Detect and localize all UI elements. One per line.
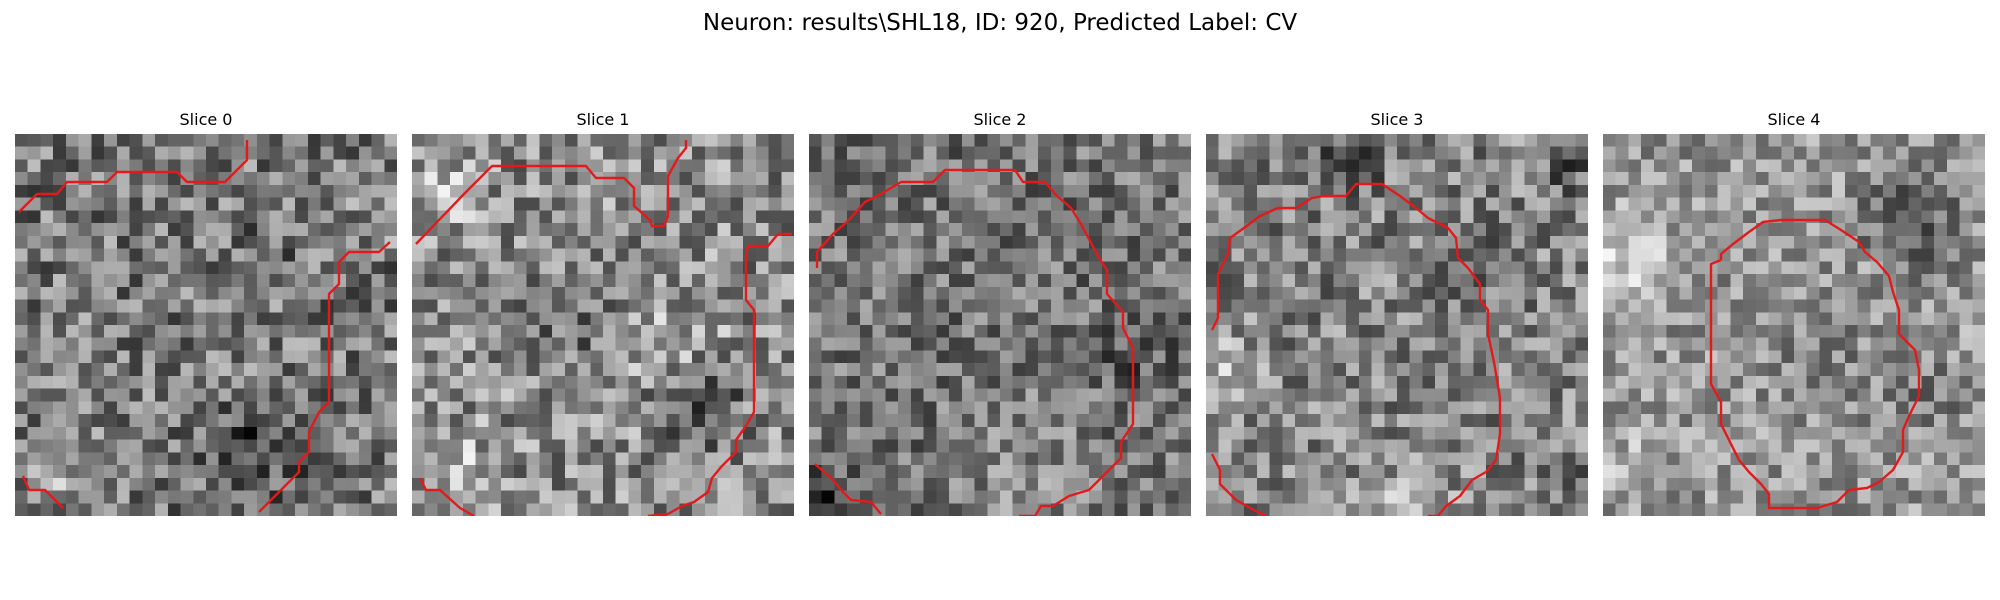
contour-line (1210, 453, 1267, 516)
contour-line (647, 232, 792, 516)
slice-contour-overlay (415, 140, 792, 516)
contour-line (815, 168, 1135, 516)
slice-image (15, 134, 397, 516)
slice-image (1206, 134, 1588, 516)
contour-line (418, 477, 475, 516)
contour-line (21, 475, 64, 509)
slice-panel-4: Slice 4 (1603, 108, 1985, 518)
slice-grayscale-image (1206, 134, 1588, 516)
slice-title: Slice 3 (1370, 110, 1424, 129)
slice-grayscale-image (1603, 134, 1985, 516)
slice-contour-overlay (18, 140, 391, 513)
slice-image (412, 134, 794, 516)
slice-title: Slice 4 (1767, 110, 1821, 129)
slice-image (809, 134, 1191, 516)
slice-grayscale-image (412, 134, 794, 516)
slice-contour-overlay (1709, 218, 1921, 510)
slice-title: Slice 2 (973, 110, 1027, 129)
slice-title: Slice 1 (576, 110, 630, 129)
contour-line (1709, 218, 1921, 510)
slice-contour-overlay (814, 168, 1135, 516)
contour-line (18, 140, 249, 213)
figure-title: Neuron: results\SHL18, ID: 920, Predicte… (702, 10, 1298, 36)
slice-title: Slice 0 (179, 110, 233, 129)
slice-grayscale-image (15, 134, 397, 516)
slice-contour-overlay (1210, 182, 1502, 516)
slice-panel-3: Slice 3 (1206, 108, 1588, 518)
contour-line (1210, 182, 1502, 516)
contour-line (415, 140, 688, 245)
slice-panel-0: Slice 0 (15, 108, 397, 518)
slice-panel-1: Slice 1 (412, 108, 794, 518)
contour-line (258, 241, 391, 513)
slice-image (1603, 134, 1985, 516)
slice-panel-2: Slice 2 (809, 108, 1191, 518)
contour-line (814, 463, 882, 515)
